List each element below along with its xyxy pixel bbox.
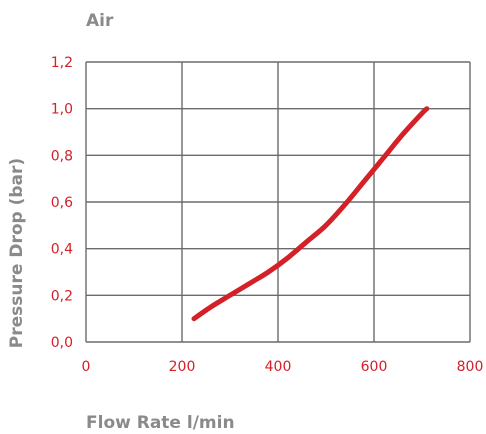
x-tick-label: 400 bbox=[265, 359, 292, 375]
y-tick-label: 0,8 bbox=[51, 148, 73, 164]
y-axis-ticks: 0,0 0,2 0,4 0,6 0,8 1,0 1,2 bbox=[51, 55, 73, 351]
series-line bbox=[191, 106, 430, 322]
y-tick-label: 0,0 bbox=[51, 335, 73, 351]
y-tick-label: 0,2 bbox=[51, 288, 73, 304]
y-tick-label: 0,6 bbox=[51, 195, 73, 211]
y-tick-label: 1,0 bbox=[51, 102, 73, 118]
x-tick-label: 200 bbox=[169, 359, 196, 375]
x-tick-label: 600 bbox=[361, 359, 388, 375]
y-tick-label: 0,4 bbox=[51, 242, 73, 258]
x-tick-label: 800 bbox=[457, 359, 484, 375]
series-group bbox=[191, 106, 430, 322]
y-tick-label: 1,2 bbox=[51, 55, 73, 71]
chart-title: Air bbox=[86, 11, 114, 31]
y-axis-label: Pressure Drop (bar) bbox=[7, 158, 27, 348]
x-tick-label: 0 bbox=[82, 359, 91, 375]
x-axis-ticks: 0 200 400 600 800 bbox=[82, 359, 484, 375]
plot-grid bbox=[85, 61, 471, 343]
x-axis-label: Flow Rate l/min bbox=[86, 413, 235, 433]
